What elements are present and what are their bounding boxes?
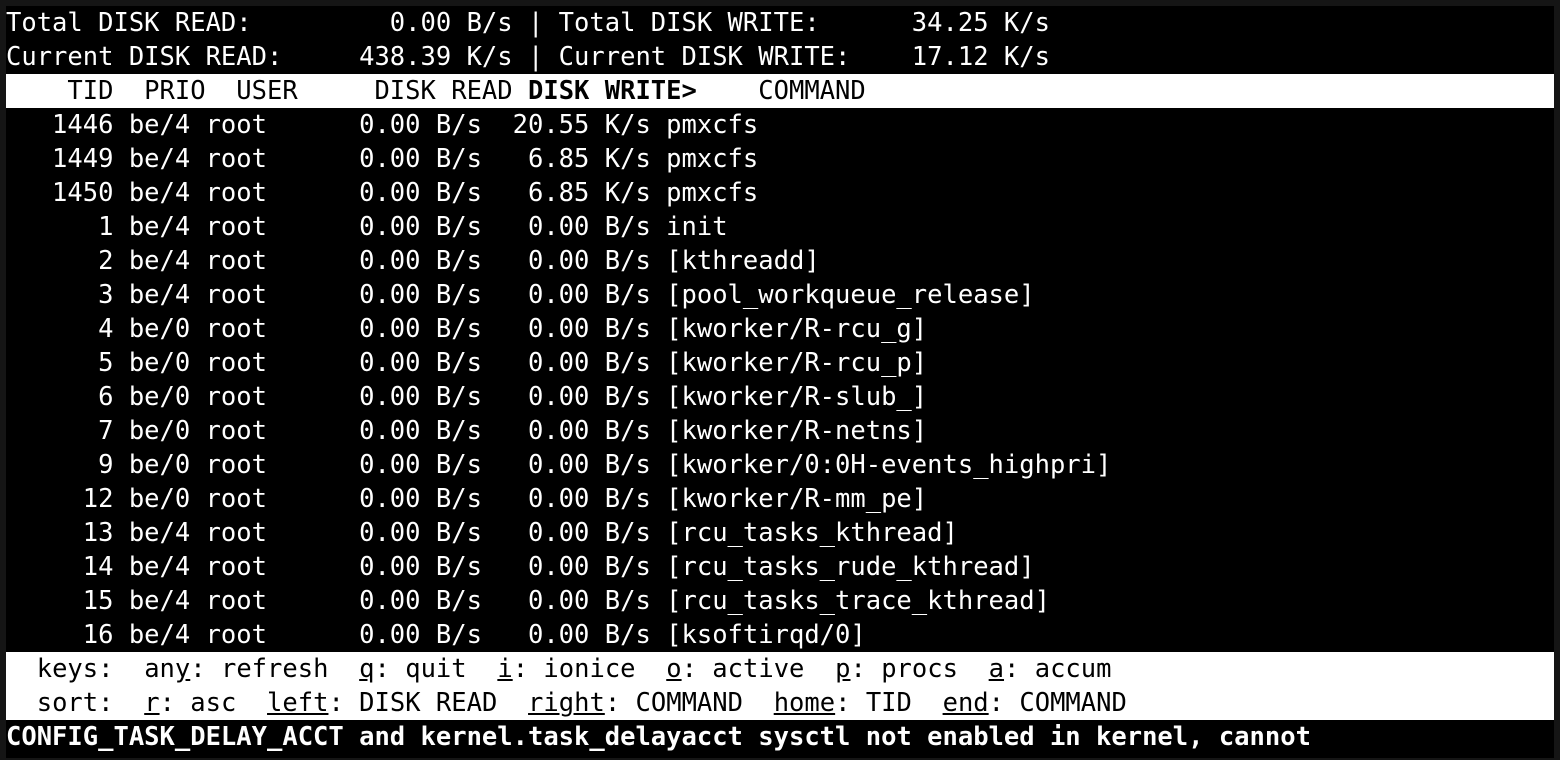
summary-line-1-text: Total DISK READ: 0.00 B/s | Total DISK W… bbox=[6, 8, 1050, 38]
table-row[interactable]: 9 be/0 root 0.00 B/s 0.00 B/s [kworker/0… bbox=[6, 448, 1554, 482]
table-row-text: 1446 be/4 root 0.00 B/s 20.55 K/s pmxcfs bbox=[6, 110, 759, 140]
table-row-text: 4 be/0 root 0.00 B/s 0.00 B/s [kworker/R… bbox=[6, 314, 928, 344]
hotkey-q[interactable]: q bbox=[359, 654, 375, 684]
table-header-row[interactable]: TID PRIO USER DISK READ DISK WRITE> COMM… bbox=[6, 74, 1554, 108]
hotkey-right[interactable]: right bbox=[528, 688, 605, 718]
process-list[interactable]: 1446 be/4 root 0.00 B/s 20.55 K/s pmxcfs… bbox=[6, 108, 1554, 652]
table-row-text: 9 be/0 root 0.00 B/s 0.00 B/s [kworker/0… bbox=[6, 450, 1112, 480]
table-row[interactable]: 3 be/4 root 0.00 B/s 0.00 B/s [pool_work… bbox=[6, 278, 1554, 312]
table-row[interactable]: 6 be/0 root 0.00 B/s 0.00 B/s [kworker/R… bbox=[6, 380, 1554, 414]
footer-keys-row[interactable]: keys: any: refresh q: quit i: ionice o: … bbox=[6, 652, 1554, 686]
status-message: CONFIG_TASK_DELAY_ACCT and kernel.task_d… bbox=[6, 720, 1554, 754]
footer-sort-row[interactable]: sort: r: asc left: DISK READ right: COMM… bbox=[6, 686, 1554, 720]
table-row-text: 7 be/0 root 0.00 B/s 0.00 B/s [kworker/R… bbox=[6, 416, 928, 446]
table-row-text: 1450 be/4 root 0.00 B/s 6.85 K/s pmxcfs bbox=[6, 178, 759, 208]
status-message-text: CONFIG_TASK_DELAY_ACCT and kernel.task_d… bbox=[6, 722, 1311, 752]
table-row[interactable]: 1450 be/4 root 0.00 B/s 6.85 K/s pmxcfs bbox=[6, 176, 1554, 210]
footer-sort-label: sort: bbox=[36, 688, 114, 718]
table-row[interactable]: 7 be/0 root 0.00 B/s 0.00 B/s [kworker/R… bbox=[6, 414, 1554, 448]
terminal-screen[interactable]: Total DISK READ: 0.00 B/s | Total DISK W… bbox=[6, 6, 1554, 758]
hotkey-o[interactable]: o bbox=[666, 654, 682, 684]
table-row-text: 12 be/0 root 0.00 B/s 0.00 B/s [kworker/… bbox=[6, 484, 928, 514]
table-row[interactable]: 16 be/4 root 0.00 B/s 0.00 B/s [ksoftirq… bbox=[6, 618, 1554, 652]
hotkey-a[interactable]: a bbox=[988, 654, 1005, 684]
table-row[interactable]: 14 be/4 root 0.00 B/s 0.00 B/s [rcu_task… bbox=[6, 550, 1554, 584]
table-row[interactable]: 4 be/0 root 0.00 B/s 0.00 B/s [kworker/R… bbox=[6, 312, 1554, 346]
hotkey-i[interactable]: i bbox=[497, 654, 513, 684]
hotkey-any[interactable]: y bbox=[174, 654, 191, 684]
table-row-text: 2 be/4 root 0.00 B/s 0.00 B/s [kthreadd] bbox=[6, 246, 820, 276]
table-row[interactable]: 13 be/4 root 0.00 B/s 0.00 B/s [rcu_task… bbox=[6, 516, 1554, 550]
table-row-text: 6 be/0 root 0.00 B/s 0.00 B/s [kworker/R… bbox=[6, 382, 928, 412]
table-header-sort-column[interactable]: DISK WRITE> bbox=[527, 76, 697, 106]
hotkey-end[interactable]: end bbox=[942, 688, 989, 718]
table-row-text: 1 be/4 root 0.00 B/s 0.00 B/s init bbox=[6, 212, 728, 242]
table-row[interactable]: 1446 be/4 root 0.00 B/s 20.55 K/s pmxcfs bbox=[6, 108, 1554, 142]
table-row[interactable]: 12 be/0 root 0.00 B/s 0.00 B/s [kworker/… bbox=[6, 482, 1554, 516]
table-row-text: 5 be/0 root 0.00 B/s 0.00 B/s [kworker/R… bbox=[6, 348, 928, 378]
table-header-left: TID PRIO USER DISK READ bbox=[6, 76, 528, 106]
summary-current-line: Current DISK READ: 438.39 K/s | Current … bbox=[6, 40, 1554, 74]
summary-line-2-text: Current DISK READ: 438.39 K/s | Current … bbox=[6, 42, 1050, 72]
hotkey-r[interactable]: r bbox=[144, 688, 160, 718]
hotkey-p[interactable]: p bbox=[835, 654, 851, 684]
table-row[interactable]: 1449 be/4 root 0.00 B/s 6.85 K/s pmxcfs bbox=[6, 142, 1554, 176]
table-header-command[interactable]: COMMAND bbox=[696, 76, 866, 106]
table-row-text: 15 be/4 root 0.00 B/s 0.00 B/s [rcu_task… bbox=[6, 586, 1050, 616]
table-row-text: 16 be/4 root 0.00 B/s 0.00 B/s [ksoftirq… bbox=[6, 620, 866, 650]
footer-keys-text: keys: any: refresh q: quit i: ionice o: … bbox=[36, 654, 1112, 684]
table-row[interactable]: 2 be/4 root 0.00 B/s 0.00 B/s [kthreadd] bbox=[6, 244, 1554, 278]
summary-total-line: Total DISK READ: 0.00 B/s | Total DISK W… bbox=[6, 6, 1554, 40]
table-row[interactable]: 15 be/4 root 0.00 B/s 0.00 B/s [rcu_task… bbox=[6, 584, 1554, 618]
hotkey-left[interactable]: left bbox=[267, 688, 329, 718]
table-row[interactable]: 5 be/0 root 0.00 B/s 0.00 B/s [kworker/R… bbox=[6, 346, 1554, 380]
table-row-text: 1449 be/4 root 0.00 B/s 6.85 K/s pmxcfs bbox=[6, 144, 759, 174]
table-row-text: 3 be/4 root 0.00 B/s 0.00 B/s [pool_work… bbox=[6, 280, 1035, 310]
footer-sort-text: sort: r: asc left: DISK READ right: COMM… bbox=[36, 688, 1127, 718]
footer-keys-label: keys: bbox=[36, 654, 114, 684]
table-row[interactable]: 1 be/4 root 0.00 B/s 0.00 B/s init bbox=[6, 210, 1554, 244]
table-row-text: 13 be/4 root 0.00 B/s 0.00 B/s [rcu_task… bbox=[6, 518, 958, 548]
hotkey-home[interactable]: home bbox=[773, 688, 836, 718]
table-row-text: 14 be/4 root 0.00 B/s 0.00 B/s [rcu_task… bbox=[6, 552, 1035, 582]
